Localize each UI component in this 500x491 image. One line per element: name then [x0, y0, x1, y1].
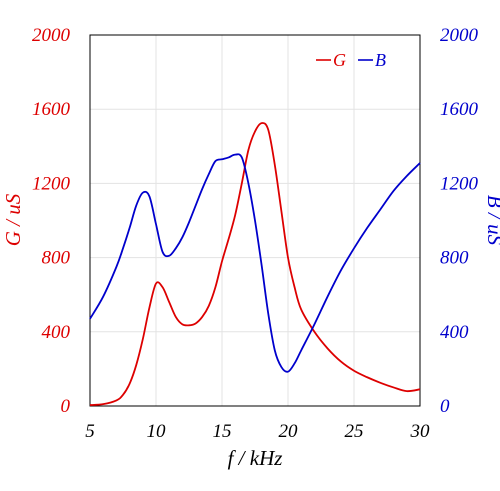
- y-ticks-left: 0 400 800 1200 1600 2000: [32, 25, 71, 417]
- x-tick-label-3: 20: [279, 421, 299, 442]
- legend: G B: [316, 50, 386, 70]
- y-right-tick-label-4: 1600: [440, 99, 479, 120]
- y-right-tick-label-3: 1200: [440, 173, 479, 194]
- y-left-tick-label-1: 400: [42, 322, 71, 343]
- legend-label-g: G: [333, 50, 346, 70]
- series-layer: [89, 122, 421, 406]
- y-left-tick-label-2: 800: [42, 248, 71, 269]
- y-axis-label-left: G / uS: [1, 193, 25, 246]
- x-tick-label-0: 5: [85, 421, 95, 442]
- x-ticks: 5 10 15 20 25 30: [85, 421, 430, 442]
- plot-frame: [89, 34, 421, 407]
- y-left-tick-label-5: 2000: [32, 25, 71, 46]
- x-tick-label-5: 30: [410, 421, 431, 442]
- x-tick-label-4: 25: [345, 421, 364, 442]
- y-right-tick-label-2: 800: [440, 248, 469, 269]
- y-left-tick-label-0: 0: [61, 396, 71, 417]
- y-right-tick-label-5: 2000: [440, 25, 479, 46]
- y-right-tick-label-0: 0: [440, 396, 450, 417]
- x-axis-label: f / kHz: [228, 446, 283, 470]
- y-left-tick-label-4: 1600: [32, 99, 71, 120]
- y-ticks-right: 0 400 800 1200 1600 2000: [440, 25, 479, 417]
- series-line-b: [89, 153, 421, 373]
- legend-label-b: B: [375, 50, 386, 70]
- y-right-tick-label-1: 400: [440, 322, 469, 343]
- x-tick-label-2: 15: [213, 421, 232, 442]
- y-left-tick-label-3: 1200: [32, 173, 71, 194]
- y-axis-label-right: B / uS: [483, 195, 500, 246]
- x-tick-label-1: 10: [147, 421, 167, 442]
- series-line-g: [89, 122, 421, 406]
